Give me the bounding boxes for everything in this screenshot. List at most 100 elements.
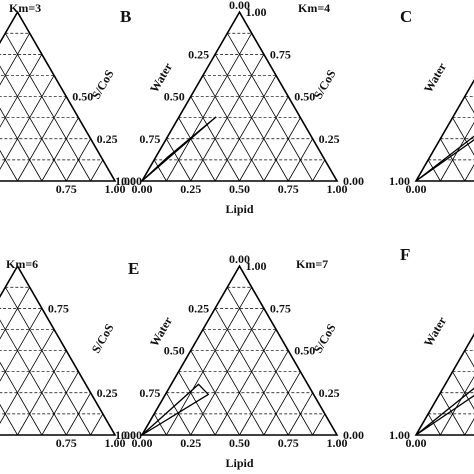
axis-title-scos: S/CoS (89, 321, 117, 355)
grid-line (0, 329, 55, 424)
grid-line (0, 107, 43, 182)
grid-line (202, 329, 265, 436)
microemulsion-region (415, 387, 474, 436)
grid-line (202, 75, 265, 182)
triangle-frame (414, 78, 474, 182)
km-label: Km=7 (296, 257, 328, 271)
tick-label-bottom: 1.00 (105, 436, 126, 450)
tick-label-bottom: 0.00 (406, 436, 427, 450)
grid-line (0, 75, 55, 170)
tick-label-bottom: 0.00 (132, 182, 153, 196)
tick-label-right: 1.00 (246, 259, 267, 273)
grid-line (214, 308, 289, 436)
tick-label-bottom: 0.75 (278, 436, 299, 450)
tick-label-right: 0.25 (319, 386, 340, 400)
grid-line (4, 33, 91, 182)
tick-label-bottom: 0.50 (229, 182, 250, 196)
microemulsion-region (141, 116, 217, 182)
km-label: Km=6 (6, 257, 38, 271)
grid-line (464, 350, 474, 368)
grid-line (153, 159, 167, 182)
tick-label-left: 0.25 (188, 301, 209, 315)
tick-label-bottom: 1.00 (327, 182, 348, 196)
tick-label-right: 0.00 (121, 428, 142, 442)
grid-line (226, 33, 313, 182)
grid-line (0, 403, 18, 436)
axis-title-scos: S/CoS (311, 321, 339, 355)
tick-label-right: 0.75 (48, 301, 69, 315)
tick-label-bottom: 0.75 (278, 182, 299, 196)
ternary-panel-4: 0.75 1.00 0.75 0.25 0.00 S/CoS Km=6 (0, 257, 142, 450)
ternary-panel-5: 0.00 0.25 0.50 0.75 1.00 1.00 0.75 0.50 0.25 0.00… (115, 252, 364, 470)
ternary-panel-2: 0.00 0.25 0.50 0.75 1.00 1.00 0.75 0.50 0.25 0.00… (115, 0, 364, 216)
grid-line (214, 329, 277, 436)
tick-label-left: 0.75 (139, 132, 160, 146)
grid-line (452, 371, 474, 410)
grid-line (440, 138, 466, 182)
tick-label-right: 0.00 (343, 428, 364, 442)
tick-label-left: 0.75 (139, 386, 160, 400)
grid-line (166, 33, 253, 182)
triangle-frame (140, 264, 339, 436)
tick-label-right: 0.50 (294, 90, 315, 104)
km-label: Km=3 (9, 1, 41, 15)
ternary-panel-3: 0.001.00 Water C (389, 7, 474, 196)
tick-label-left: 0.50 (164, 344, 185, 358)
tick-label-right: 0.25 (319, 132, 340, 146)
tick-label-bottom: 0.00 (406, 182, 427, 196)
grid-line (190, 350, 240, 436)
tick-label-left: 0.50 (164, 90, 185, 104)
triangle-frame (414, 332, 474, 436)
grid-line (90, 413, 104, 436)
axis-title-lipid: Lipid (225, 456, 253, 470)
grid-line (166, 287, 253, 436)
panel-letter: F (400, 245, 410, 264)
microemulsion-region (141, 383, 210, 436)
tick-label-left: 1.00 (389, 174, 410, 188)
grid-line (0, 361, 43, 436)
grid-line (226, 287, 313, 436)
tick-label-top: 0.00 (229, 0, 250, 12)
tick-label-bottom: 0.25 (180, 182, 201, 196)
tick-label-left: 0.25 (188, 47, 209, 61)
tick-label-right: 0.25 (97, 386, 118, 400)
tick-label-left: 1.00 (389, 428, 410, 442)
tick-label-right: 0.50 (72, 90, 93, 104)
tick-label-bottom: 0.75 (56, 436, 77, 450)
grid-line (0, 149, 18, 182)
grid-line (0, 65, 67, 182)
grid-line (178, 371, 216, 436)
grid-line (440, 375, 474, 436)
microemulsion-region (415, 135, 474, 182)
tick-label-right: 0.25 (97, 132, 118, 146)
km-label: Km=4 (298, 1, 330, 15)
tick-label-bottom: 1.00 (327, 436, 348, 450)
tick-label-right: 0.50 (294, 344, 315, 358)
panel-letter: E (128, 259, 139, 278)
tick-label-bottom: 0.00 (132, 436, 153, 450)
tick-label-bottom: 0.50 (229, 436, 250, 450)
grid-line (0, 319, 67, 436)
ternary-panel-1: 0.75 1.00 0.50 0.25 0.00 S/CoS Km=3 (0, 1, 142, 196)
axis-title-water: Water (421, 314, 449, 349)
grid-line (452, 117, 474, 156)
grid-line (440, 392, 466, 436)
panel-letter: C (400, 7, 412, 26)
grid-line (166, 392, 192, 436)
axis-title-water: Water (421, 60, 449, 95)
grid-line (90, 159, 104, 182)
axis-title-scos: S/CoS (311, 67, 339, 101)
tick-label-left: 1.00 (115, 174, 136, 188)
tick-label-bottom: 1.00 (105, 182, 126, 196)
grid-line (41, 371, 79, 436)
tick-label-left: 1.00 (115, 428, 136, 442)
grid-line (4, 287, 91, 436)
tick-label-right: 1.00 (246, 5, 267, 19)
tick-label-bottom: 0.75 (56, 182, 77, 196)
grid-line (0, 33, 31, 86)
tick-label-right: 0.75 (270, 301, 291, 315)
grid-line (166, 138, 192, 182)
tick-label-top: 0.00 (229, 252, 250, 266)
grid-line (312, 413, 326, 436)
